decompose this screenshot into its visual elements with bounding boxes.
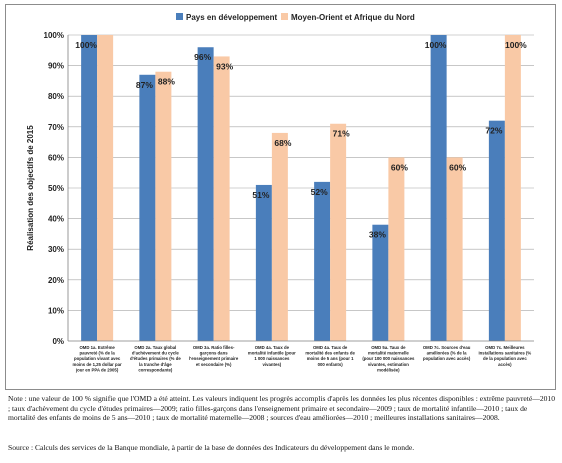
data-label: 60% [449,162,466,172]
bar [255,184,272,341]
bar [446,157,463,341]
category-label-line: OMD 2a. Taux global [134,345,176,350]
category-label-line: vivantes, estimation [368,362,409,367]
data-label: 96% [194,52,211,62]
legend-swatch [176,13,183,20]
bar [271,132,288,341]
y-tick-label: 60% [48,153,64,162]
category-label-line: installations sanitaires (% [478,351,531,356]
y-tick-label: 100% [44,31,64,40]
bar-chart: 0% 10% 20% 30% 40% 50% 60% 70% 80% 90% 100% 100% 87… [26,13,534,372]
category-label-line: jour en PPA de 2005) [75,367,119,372]
data-label: 88% [158,77,175,87]
bar [388,157,405,341]
category-label-line: correspondante) [138,367,172,372]
y-tick-label: 20% [48,276,64,285]
y-tick-label: 40% [48,215,64,224]
category-label-line: et secondaire (%) [196,362,232,367]
y-axis-ticks: 0% 10% 20% 30% 40% 50% 60% 70% 80% 90% 100% [44,31,64,346]
data-label: 100% [505,40,527,50]
bar [139,74,156,341]
chart-note: Note : une valeur de 100 % signifie que … [8,394,556,423]
category-label-line: de la population avec [483,356,527,361]
category-label-line: l'enseignement primaire [189,356,239,361]
category-label-line: OMD 1a. Extrême [79,345,115,350]
data-label: 52% [311,187,328,197]
y-tick-label: 70% [48,123,64,132]
category-label: OMD 3a. Ratio filles-garçons dans l'ensei… [189,345,239,367]
y-tick-label: 30% [48,245,64,254]
category-label: OMD 7c. Sources d'eau améliorées (% de la… [423,345,471,361]
data-label: 100% [75,40,97,50]
category-label: OMD 2a. Taux global d'achèvement du cycle… [130,345,181,372]
category-label-line: 000 enfants) [318,362,344,367]
category-label-line: améliorées (% de la [427,351,467,356]
category-label-line: garçons dans [200,351,229,356]
bar [504,35,521,341]
chart-source: Source : Calculs des services de la Banq… [8,443,415,452]
bar [197,47,214,342]
category-label-line: d'études primaires (% de [130,356,181,361]
data-label: 100% [425,40,447,50]
category-label: OMD 1a. Extrême pauvreté (% de la populati… [73,345,123,372]
category-label-line: mortalité maternelle [368,351,409,356]
category-label-line: mortalité des enfants de [305,351,355,356]
y-tick-label: 80% [48,92,64,101]
bar [430,35,447,341]
y-tick-label: 90% [48,62,64,71]
category-label-line: d'achèvement du cycle [132,351,179,356]
category-label-line: 1 000 naissances [254,356,290,361]
bar [330,123,347,342]
bar [372,224,389,341]
gridlines [68,34,534,311]
bars [81,35,521,342]
y-axis-label: Réalisation des objectifs de 2015 [26,125,35,251]
category-label-line: vivantes) [263,362,282,367]
category-label-line: moins de 5 ans (pour 1 [307,356,354,361]
category-labels: OMD 1a. Extrême pauvreté (% de la populati… [73,345,532,372]
data-label: 71% [333,129,350,139]
category-label-line: pauvreté (% de la [79,351,115,356]
category-label-line: OMD 5a. Taux de [371,345,406,350]
category-label-line: moins de 1,25 dollar par [73,362,123,367]
legend: Pays en développement Moyen-Orient et Afr… [176,13,415,22]
data-label: 68% [274,138,291,148]
category-label-line: population avec accès) [423,356,471,361]
category-label-line: la tranche d'âge [139,362,172,367]
legend-label: Pays en développement [186,13,277,22]
data-labels: 100% 87% 88% 96% 93% 51% 68% 52% 71% 38% 60% 100% 60… [75,40,527,240]
y-tick-label: 50% [48,184,64,193]
data-label: 87% [136,80,153,90]
category-label-line: OMD 7c. Meilleures [485,345,525,350]
category-label-line: population vivant avec [74,356,121,361]
category-label: OMD 4a. Taux de mortalité des enfants de m… [305,345,355,367]
legend-swatch [281,13,288,20]
legend-label: Moyen-Orient et Afrique du Nord [291,13,415,22]
bar [213,56,230,342]
bar [97,35,114,341]
category-label-line: modélisée) [377,367,400,372]
category-label-line: mortalité infantile (pour [248,351,296,356]
data-label: 38% [369,230,386,240]
category-label-line: OMD 7c. Sources d'eau [423,345,471,350]
bar [314,181,331,341]
y-tick-label: 0% [52,337,64,346]
y-tick-label: 10% [48,306,64,315]
category-label-line: OMD 4a. Taux de [313,345,348,350]
category-label-line: (pour 100 000 naissances [362,356,415,361]
category-label: OMD 7c. Meilleures installations sanitair… [478,345,531,367]
bar [488,120,505,342]
data-label: 60% [391,162,408,172]
data-label: 93% [216,61,233,71]
bar [81,35,98,341]
data-label: 51% [252,190,269,200]
category-label-line: OMD 4a. Taux de [255,345,290,350]
category-label-line: accès) [498,362,512,367]
category-label: OMD 4a. Taux de mortalité infantile (pour… [248,345,296,367]
bar [155,71,172,341]
data-label: 72% [485,126,502,136]
category-label-line: OMD 3a. Ratio filles- [193,345,235,350]
category-label: OMD 5a. Taux de mortalité maternelle (pour… [362,345,415,372]
